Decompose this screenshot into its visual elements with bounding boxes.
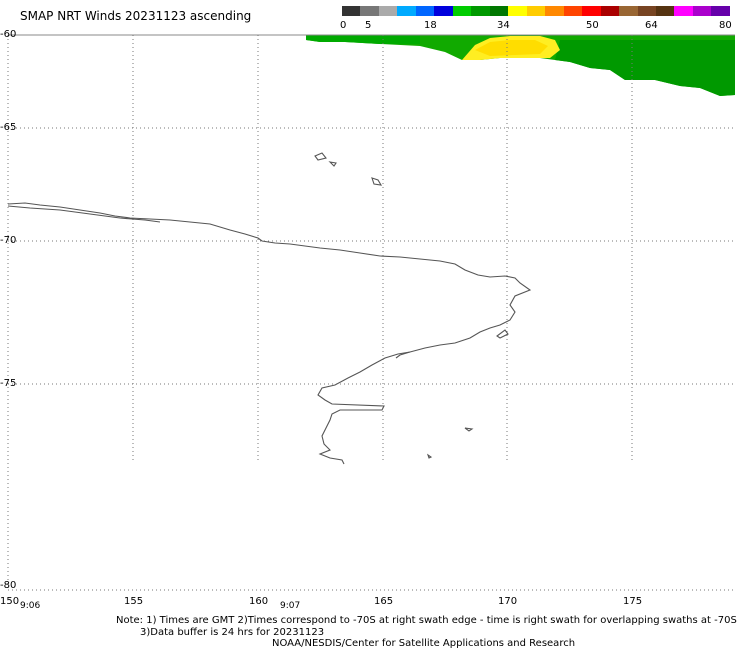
time-label-2: 9:07 [280, 601, 301, 611]
lon-label-155: 155 [124, 596, 144, 607]
lat-label-65: -65 [0, 122, 17, 133]
scale-tick-5: 5 [365, 20, 372, 31]
note-line-2: 3)Data buffer is 24 hrs for 20231123 [140, 627, 325, 638]
scale-segment-2 [378, 6, 398, 16]
lat-label-70: -70 [0, 235, 17, 246]
scale-segment-6 [452, 6, 472, 16]
wind-swath [306, 35, 735, 96]
scale-segment-16 [637, 6, 656, 16]
scale-segment-4 [415, 6, 435, 16]
antarctic-coastline [7, 152, 532, 465]
note-line-3: NOAA/NESDIS/Center for Satellite Applica… [272, 638, 576, 649]
wind-speed-color-scale [342, 6, 730, 16]
scale-segment-15 [619, 6, 638, 16]
scale-tick-34: 34 [497, 20, 510, 31]
map-title: SMAP NRT Winds 20231123 ascending [20, 9, 252, 23]
scale-segment-18 [674, 6, 693, 16]
scale-segment-10 [526, 6, 546, 16]
scale-tick-64: 64 [645, 20, 658, 31]
scale-segment-0 [342, 6, 361, 16]
scale-segment-14 [600, 6, 620, 16]
scale-segment-1 [360, 6, 379, 16]
scale-segment-13 [582, 6, 601, 16]
scale-segment-7 [471, 6, 490, 16]
scale-tick-0: 0 [340, 20, 347, 31]
note-line-1: Note: 1) Times are GMT 2)Times correspon… [116, 615, 737, 626]
scale-segment-11 [545, 6, 564, 16]
lon-label-150: 150 [0, 596, 20, 607]
scale-tick-18: 18 [424, 20, 437, 31]
lat-label-75: -75 [0, 378, 17, 389]
lat-label-60: -60 [0, 29, 17, 40]
lat-lon-grid [7, 34, 735, 591]
lon-label-160: 160 [249, 596, 269, 607]
scale-segment-8 [489, 6, 509, 16]
scale-tick-50: 50 [586, 20, 599, 31]
lat-label-80: -80 [0, 580, 17, 591]
scale-segment-12 [563, 6, 583, 16]
time-label-1: 9:06 [20, 601, 41, 611]
lon-label-175: 175 [623, 596, 643, 607]
scale-segment-5 [434, 6, 453, 16]
lon-label-165: 165 [374, 596, 394, 607]
scale-segment-3 [397, 6, 416, 16]
scale-tick-80: 80 [719, 20, 732, 31]
lon-label-170: 170 [498, 596, 518, 607]
scale-segment-19 [692, 6, 712, 16]
scale-segment-17 [655, 6, 675, 16]
scale-segment-20 [711, 6, 730, 16]
scale-segment-9 [508, 6, 527, 16]
